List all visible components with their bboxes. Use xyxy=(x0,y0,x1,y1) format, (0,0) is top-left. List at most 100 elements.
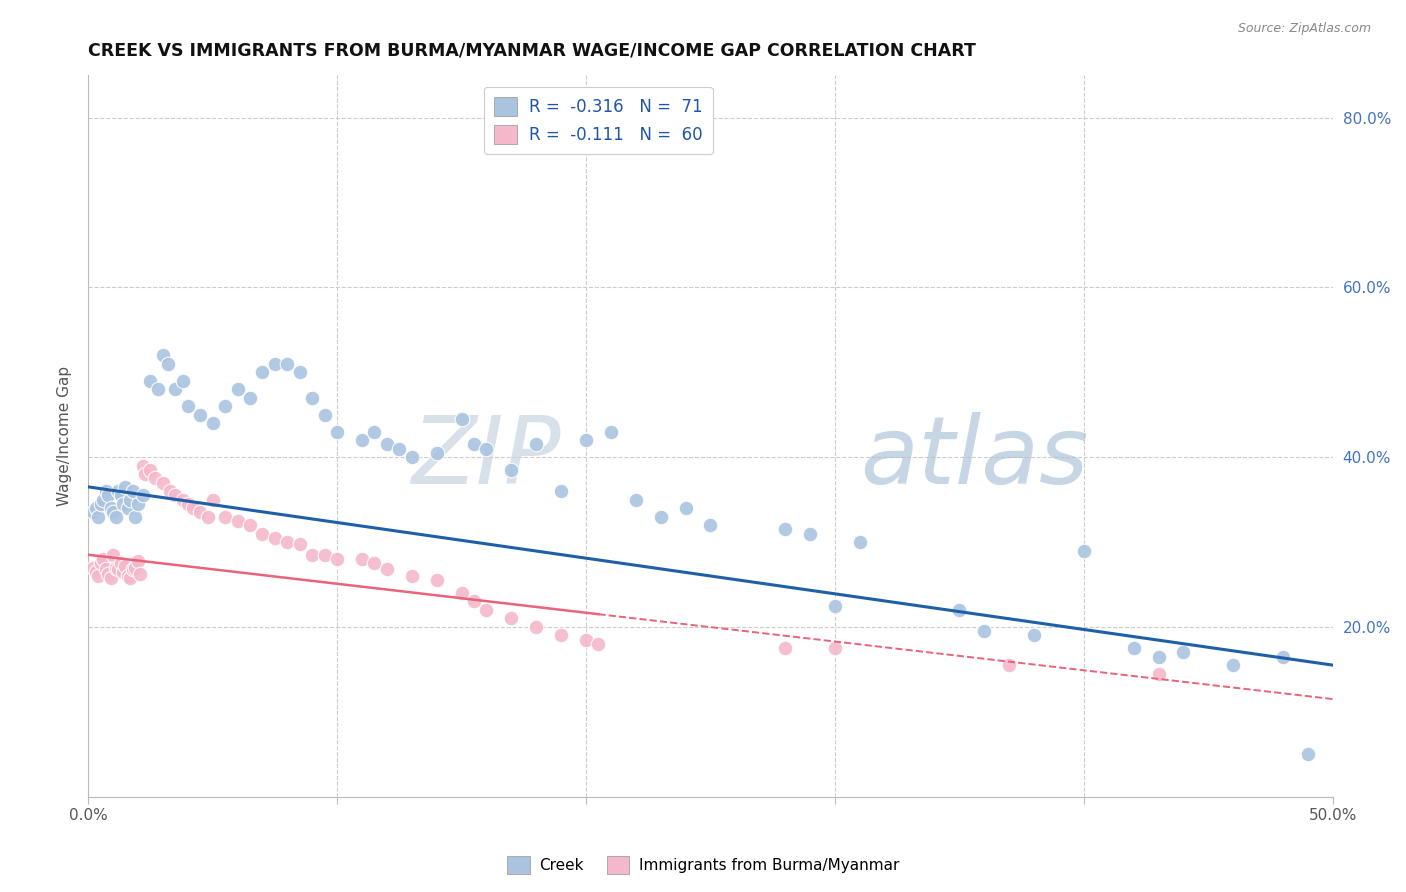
Point xyxy=(82,560,104,574)
Point xyxy=(699,518,721,533)
Point xyxy=(129,567,152,582)
Point xyxy=(998,658,1021,673)
Point xyxy=(773,522,796,536)
Point xyxy=(252,526,274,541)
Point xyxy=(1272,649,1295,664)
Text: CREEK VS IMMIGRANTS FROM BURMA/MYANMAR WAGE/INCOME GAP CORRELATION CHART: CREEK VS IMMIGRANTS FROM BURMA/MYANMAR W… xyxy=(89,42,976,60)
Point xyxy=(101,505,124,519)
Point xyxy=(524,620,547,634)
Point xyxy=(127,554,149,568)
Point xyxy=(599,425,621,439)
Point xyxy=(401,569,423,583)
Point xyxy=(288,537,311,551)
Point xyxy=(100,501,122,516)
Point xyxy=(326,552,349,566)
Point xyxy=(94,562,117,576)
Point xyxy=(91,492,114,507)
Point xyxy=(100,571,122,585)
Point xyxy=(117,501,139,516)
Point xyxy=(165,488,187,502)
Point xyxy=(110,556,132,570)
Point xyxy=(550,484,572,499)
Point xyxy=(550,628,572,642)
Point xyxy=(301,391,323,405)
Point xyxy=(188,408,211,422)
Point xyxy=(107,484,129,499)
Point xyxy=(263,357,285,371)
Point xyxy=(91,552,114,566)
Point xyxy=(276,357,298,371)
Point xyxy=(314,408,336,422)
Point xyxy=(326,425,349,439)
Point xyxy=(288,365,311,379)
Point xyxy=(450,586,472,600)
Point xyxy=(363,556,385,570)
Point xyxy=(97,488,120,502)
Point xyxy=(650,509,672,524)
Point xyxy=(1122,641,1144,656)
Point xyxy=(94,484,117,499)
Point xyxy=(159,484,181,499)
Point xyxy=(156,357,179,371)
Point xyxy=(146,382,169,396)
Point xyxy=(84,501,107,516)
Point xyxy=(624,492,647,507)
Point xyxy=(177,399,200,413)
Point xyxy=(824,599,846,613)
Point xyxy=(799,526,821,541)
Text: Source: ZipAtlas.com: Source: ZipAtlas.com xyxy=(1237,22,1371,36)
Point xyxy=(948,603,970,617)
Point xyxy=(172,374,194,388)
Point xyxy=(110,488,132,502)
Text: ZIP: ZIP xyxy=(412,412,561,503)
Point xyxy=(426,573,449,587)
Point xyxy=(463,437,485,451)
Point xyxy=(120,492,142,507)
Point xyxy=(501,463,523,477)
Point xyxy=(1073,543,1095,558)
Point xyxy=(139,463,162,477)
Point xyxy=(1147,666,1170,681)
Point xyxy=(87,569,110,583)
Point xyxy=(314,548,336,562)
Point xyxy=(475,603,498,617)
Point xyxy=(111,497,134,511)
Point xyxy=(101,548,124,562)
Point xyxy=(124,560,146,574)
Point xyxy=(114,558,136,573)
Point xyxy=(252,365,274,379)
Point xyxy=(450,412,472,426)
Point xyxy=(120,571,142,585)
Point xyxy=(117,569,139,583)
Point xyxy=(122,484,145,499)
Point xyxy=(97,567,120,582)
Point xyxy=(165,382,187,396)
Point xyxy=(824,641,846,656)
Point xyxy=(84,565,107,579)
Point xyxy=(139,374,162,388)
Point xyxy=(104,560,127,574)
Point xyxy=(201,492,224,507)
Point xyxy=(134,467,156,482)
Point xyxy=(152,475,174,490)
Point xyxy=(143,471,166,485)
Point xyxy=(1296,747,1319,762)
Point xyxy=(87,509,110,524)
Point xyxy=(132,458,155,473)
Point xyxy=(849,535,872,549)
Point xyxy=(350,433,373,447)
Point xyxy=(177,497,200,511)
Point xyxy=(107,562,129,576)
Point xyxy=(301,548,323,562)
Point xyxy=(226,382,249,396)
Point xyxy=(463,594,485,608)
Point xyxy=(122,562,145,576)
Point xyxy=(90,497,112,511)
Point xyxy=(375,562,398,576)
Point xyxy=(773,641,796,656)
Point xyxy=(214,509,236,524)
Point xyxy=(197,509,219,524)
Point xyxy=(1147,649,1170,664)
Legend: Creek, Immigrants from Burma/Myanmar: Creek, Immigrants from Burma/Myanmar xyxy=(501,850,905,880)
Point xyxy=(226,514,249,528)
